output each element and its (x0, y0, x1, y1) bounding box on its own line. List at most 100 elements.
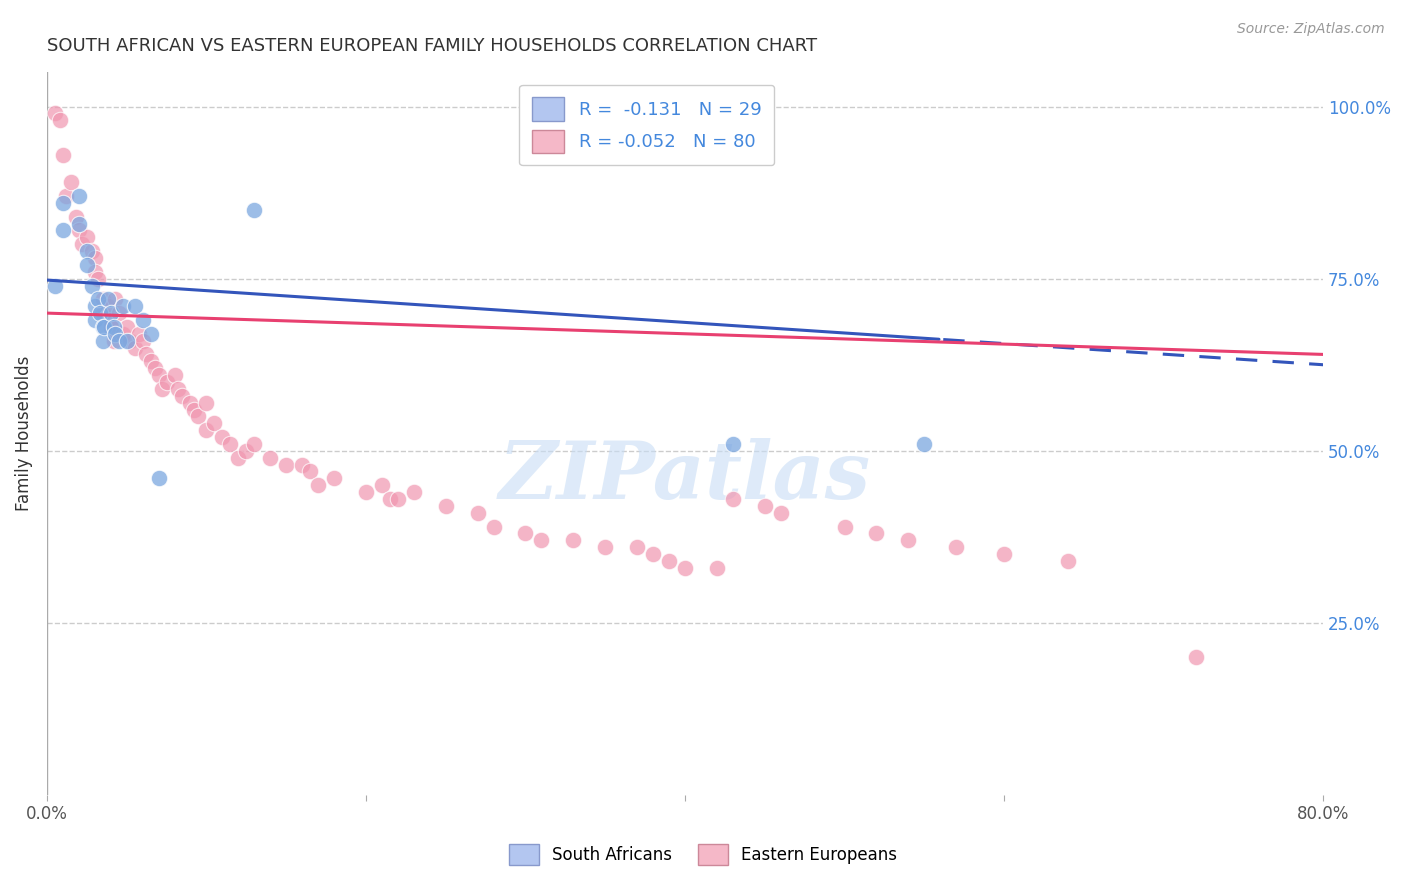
Point (80, 244, 103, 259)
Point (65, 210, 87, 224)
Point (259, 450, 281, 465)
Point (897, 533, 920, 548)
Point (1057, 554, 1080, 568)
Point (515, 526, 537, 541)
Point (166, 382, 188, 396)
Point (44, 106, 66, 120)
Text: Source: ZipAtlas.com: Source: ZipAtlas.com (1237, 22, 1385, 37)
Point (112, 299, 135, 313)
Point (55, 189, 77, 203)
Point (91, 306, 114, 320)
Point (76, 258, 98, 272)
Point (562, 533, 585, 548)
Point (658, 554, 681, 568)
Point (172, 389, 194, 403)
Point (243, 437, 266, 451)
Point (87, 293, 110, 307)
Point (100, 313, 122, 327)
Point (299, 465, 322, 479)
Point (103, 319, 125, 334)
Point (115, 334, 138, 348)
Point (139, 354, 162, 368)
Point (163, 368, 186, 382)
Point (104, 293, 127, 307)
Point (52, 223, 75, 237)
Point (148, 368, 170, 382)
Point (100, 306, 122, 320)
Point (202, 417, 225, 431)
Point (44, 278, 66, 293)
Point (131, 313, 153, 327)
Point (52, 147, 75, 161)
Text: ZIPatlas: ZIPatlas (499, 438, 872, 516)
Point (148, 471, 170, 485)
Point (83, 299, 105, 313)
Point (769, 506, 792, 520)
Point (118, 334, 141, 348)
Point (96, 293, 118, 307)
Point (70, 237, 93, 252)
Point (235, 443, 257, 458)
Point (112, 326, 135, 341)
Point (183, 402, 205, 417)
Point (155, 375, 177, 389)
Point (434, 499, 457, 513)
Text: SOUTH AFRICAN VS EASTERN EUROPEAN FAMILY HOUSEHOLDS CORRELATION CHART: SOUTH AFRICAN VS EASTERN EUROPEAN FAMILY… (46, 37, 817, 55)
Point (721, 491, 744, 506)
Point (706, 561, 728, 575)
Point (187, 409, 209, 424)
Point (387, 491, 409, 506)
Point (945, 540, 967, 554)
Point (107, 334, 129, 348)
Point (115, 319, 138, 334)
Point (912, 437, 935, 451)
Point (59, 175, 82, 189)
Point (228, 450, 250, 465)
Point (89, 306, 111, 320)
Point (104, 326, 127, 341)
Point (371, 478, 394, 492)
Point (179, 395, 201, 409)
Point (76, 230, 98, 244)
Point (721, 437, 744, 451)
Point (993, 547, 1015, 561)
Point (276, 458, 298, 472)
Point (91, 293, 114, 307)
Point (139, 326, 162, 341)
Point (1184, 650, 1206, 665)
Point (530, 533, 553, 548)
Point (83, 313, 105, 327)
Point (87, 271, 110, 285)
Point (323, 471, 346, 485)
Point (83, 265, 105, 279)
Point (626, 540, 648, 554)
Point (593, 540, 616, 554)
Point (834, 519, 856, 533)
Point (482, 519, 505, 533)
Point (135, 347, 157, 361)
Point (150, 382, 173, 396)
Point (93, 319, 115, 334)
Point (76, 244, 98, 259)
Point (243, 202, 266, 217)
Point (128, 326, 150, 341)
Point (195, 423, 218, 437)
Point (67, 223, 90, 237)
Point (67, 217, 90, 231)
Point (211, 430, 233, 444)
Point (48, 113, 70, 128)
Point (145, 361, 167, 376)
Legend: R =  -0.131   N = 29, R = -0.052   N = 80: R = -0.131 N = 29, R = -0.052 N = 80 (519, 85, 775, 166)
Point (291, 458, 314, 472)
Point (195, 395, 218, 409)
Point (100, 319, 122, 334)
Point (378, 491, 401, 506)
Point (103, 334, 125, 348)
Point (673, 561, 696, 575)
Point (91, 334, 114, 348)
Point (96, 299, 118, 313)
Point (307, 478, 329, 492)
Point (402, 485, 425, 500)
Point (80, 278, 103, 293)
Point (131, 334, 153, 348)
